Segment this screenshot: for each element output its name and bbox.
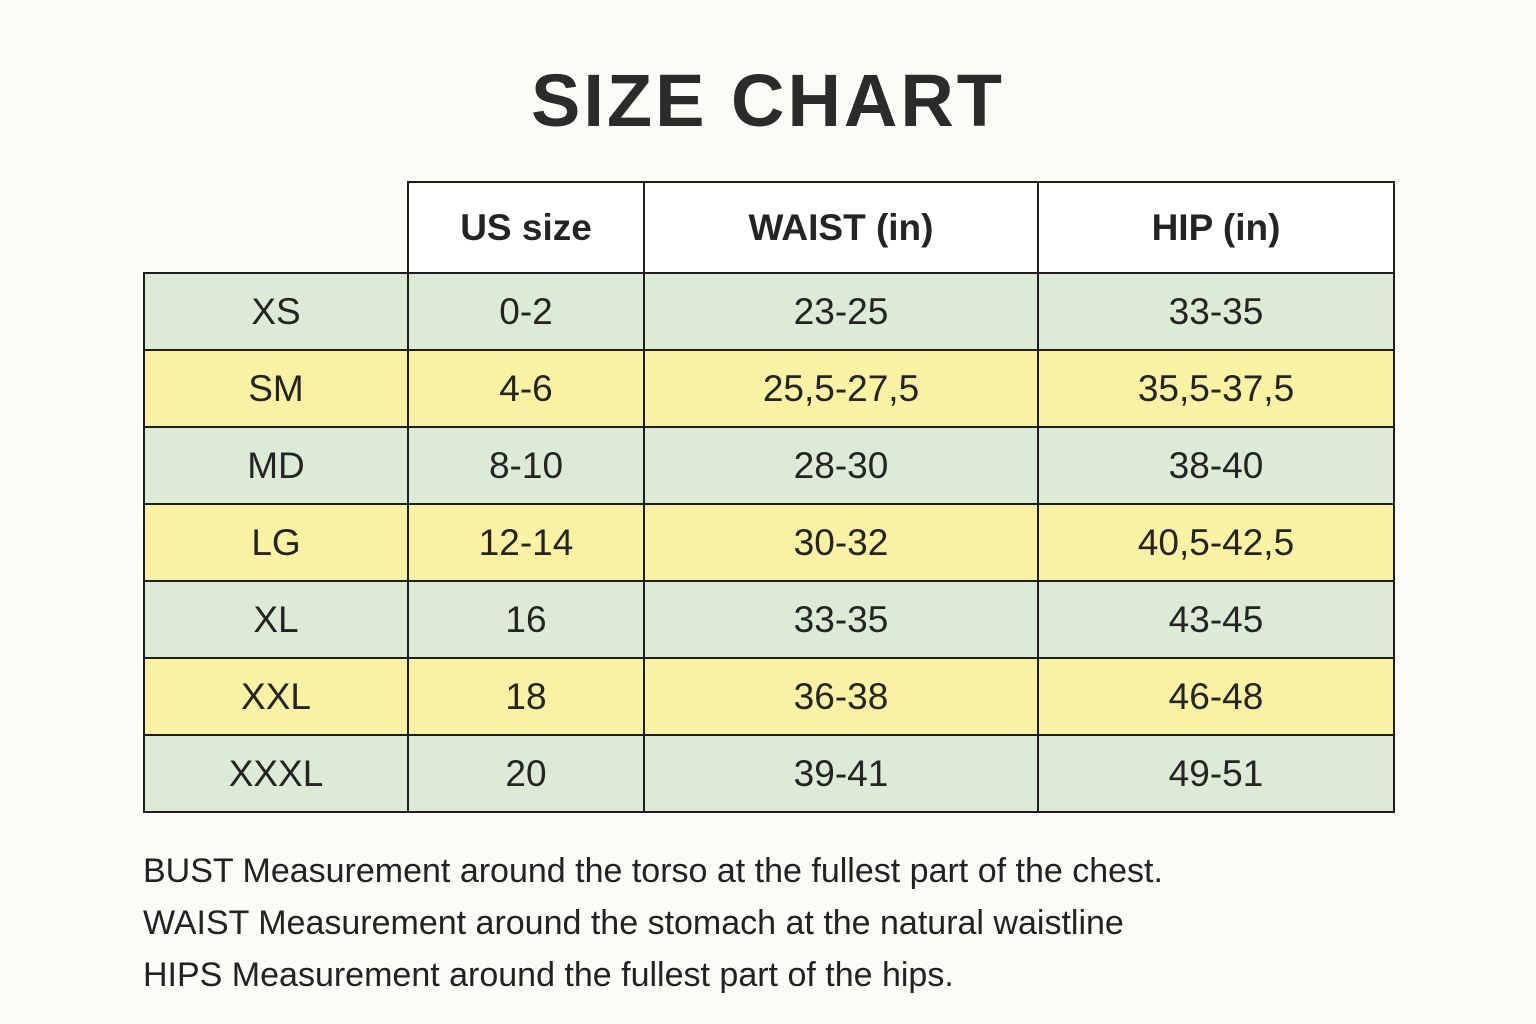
size-label-cell: XXXL: [143, 734, 409, 813]
size-chart-table: US size WAIST (in) HIP (in) XS 0-2 23-25…: [143, 181, 1395, 813]
us-size-cell: 20: [407, 734, 645, 813]
table-row-xxl: XXL 18 36-38 46-48: [143, 657, 1395, 736]
waist-cell: 23-25: [643, 272, 1039, 351]
empty-corner-cell: [144, 182, 408, 273]
note-bust: BUST Measurement around the torso at the…: [143, 852, 1163, 890]
hip-cell: 35,5-37,5: [1037, 349, 1395, 428]
us-size-cell: 18: [407, 657, 645, 736]
table-row-sm: SM 4-6 25,5-27,5 35,5-37,5: [143, 349, 1395, 428]
size-label-cell: LG: [143, 503, 409, 582]
hip-cell: 43-45: [1037, 580, 1395, 659]
hip-cell: 40,5-42,5: [1037, 503, 1395, 582]
header-waist: WAIST (in): [643, 181, 1039, 274]
size-label-cell: XL: [143, 580, 409, 659]
table-row-xxxl: XXXL 20 39-41 49-51: [143, 734, 1395, 813]
size-label-cell: MD: [143, 426, 409, 505]
hip-cell: 46-48: [1037, 657, 1395, 736]
page-title: SIZE CHART: [531, 59, 1005, 142]
us-size-cell: 0-2: [407, 272, 645, 351]
header-row: US size WAIST (in) HIP (in): [144, 181, 1395, 274]
hip-cell: 49-51: [1037, 734, 1395, 813]
hip-cell: 38-40: [1037, 426, 1395, 505]
us-size-cell: 12-14: [407, 503, 645, 582]
measurement-notes: BUST Measurement around the torso at the…: [143, 845, 1423, 1001]
header-hip: HIP (in): [1037, 181, 1395, 274]
size-label-cell: XS: [143, 272, 409, 351]
table-row-xl: XL 16 33-35 43-45: [143, 580, 1395, 659]
waist-cell: 28-30: [643, 426, 1039, 505]
header-us-size: US size: [407, 181, 645, 274]
waist-cell: 36-38: [643, 657, 1039, 736]
waist-cell: 39-41: [643, 734, 1039, 813]
size-label-cell: XXL: [143, 657, 409, 736]
us-size-cell: 8-10: [407, 426, 645, 505]
us-size-cell: 16: [407, 580, 645, 659]
table-row-xs: XS 0-2 23-25 33-35: [143, 272, 1395, 351]
note-hips: HIPS Measurement around the fullest part…: [143, 956, 954, 994]
us-size-cell: 4-6: [407, 349, 645, 428]
table-row-md: MD 8-10 28-30 38-40: [143, 426, 1395, 505]
table-row-lg: LG 12-14 30-32 40,5-42,5: [143, 503, 1395, 582]
hip-cell: 33-35: [1037, 272, 1395, 351]
waist-cell: 33-35: [643, 580, 1039, 659]
waist-cell: 25,5-27,5: [643, 349, 1039, 428]
note-waist: WAIST Measurement around the stomach at …: [143, 904, 1124, 942]
waist-cell: 30-32: [643, 503, 1039, 582]
size-label-cell: SM: [143, 349, 409, 428]
